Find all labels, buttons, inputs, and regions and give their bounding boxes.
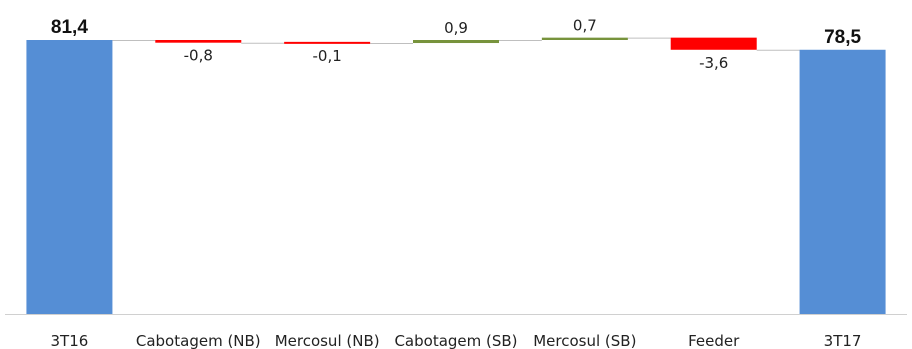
tick-label-cabotagem-sb: Cabotagem (SB) [394, 332, 517, 349]
tick-label-mercosul-sb: Mercosul (SB) [533, 332, 636, 349]
bar-cabotagem-nb [155, 40, 242, 43]
bar-3t16 [26, 40, 113, 314]
data-labels: 81,4 -0,8 -0,1 0,9 0,7 -3,6 78,5 [51, 17, 862, 72]
data-label-mercosul-nb: -0,1 [313, 47, 342, 65]
data-label-feeder: -3,6 [699, 54, 728, 72]
tick-label-cabotagem-nb: Cabotagem (NB) [136, 332, 261, 349]
tick-label-feeder: Feeder [688, 332, 740, 349]
bar-feeder [670, 37, 757, 50]
data-label-cabotagem-sb: 0,9 [444, 19, 468, 37]
connector-lines [112, 37, 800, 51]
data-label-3t16: 81,4 [51, 17, 88, 38]
bars [26, 37, 886, 315]
data-label-cabotagem-nb: -0,8 [184, 47, 213, 65]
bar-mercosul-nb [284, 41, 371, 44]
bar-cabotagem-sb [413, 40, 499, 44]
tick-label-3t16: 3T16 [51, 332, 89, 349]
tick-label-mercosul-nb: Mercosul (NB) [275, 332, 380, 349]
data-label-3t17: 78,5 [824, 27, 861, 48]
x-axis-tick-labels: 3T16 Cabotagem (NB) Mercosul (NB) Cabotagem… [51, 332, 862, 349]
bar-3t17 [799, 49, 886, 315]
bar-mercosul-sb [541, 37, 628, 40]
data-label-mercosul-sb: 0,7 [573, 17, 597, 35]
tick-label-3t17: 3T17 [824, 332, 862, 349]
